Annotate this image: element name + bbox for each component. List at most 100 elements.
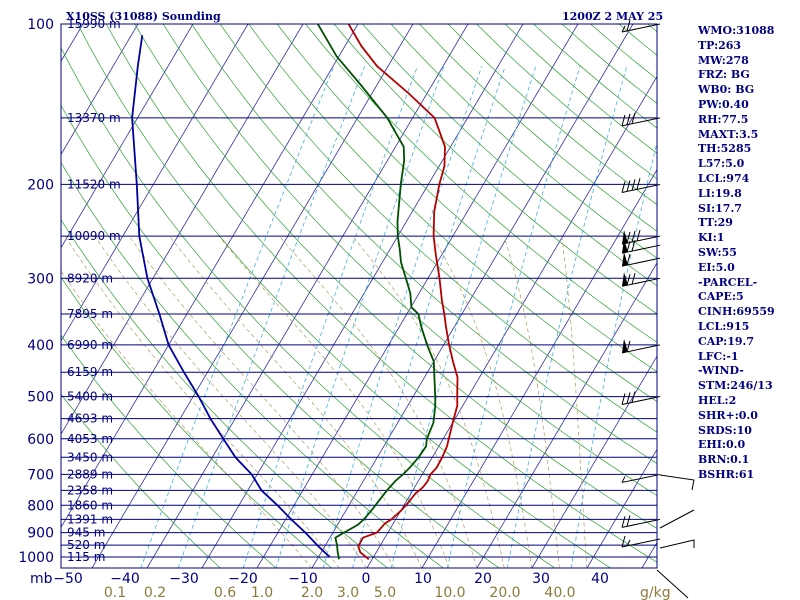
moist-adiabat (352, 235, 505, 568)
index-line: SHR+:0.0 (698, 408, 758, 422)
mixing-ratio-label: 1.0 (251, 585, 273, 600)
pressure-tick-label: 100 (27, 17, 54, 33)
dry-adiabat (276, 24, 657, 373)
dry-adiabat (61, 47, 556, 568)
index-line: BRN:0.1 (698, 453, 750, 467)
dry-adiabat (162, 24, 657, 497)
mixing-ratio-line (446, 66, 581, 568)
pressure-tick-label: 700 (27, 467, 54, 483)
temperature-tick-label: 0 (362, 571, 371, 587)
moist-adiabat (279, 235, 478, 568)
dry-adiabat (77, 24, 612, 568)
moist-adiabat (218, 235, 450, 568)
dry-adiabat (61, 334, 277, 568)
isotherm (91, 24, 414, 568)
isotherm (201, 24, 524, 568)
mixing-ratio-label: 3.0 (337, 585, 359, 600)
wind-barb (659, 509, 695, 529)
mixing-ratio-label: 0.2 (144, 585, 166, 600)
wind-barb (656, 569, 689, 599)
index-line: WB0: BG (698, 83, 755, 97)
moist-adiabat (169, 235, 423, 568)
isotherm (146, 24, 469, 568)
dry-adiabat (333, 24, 657, 315)
index-line: LCL:915 (698, 319, 750, 333)
wind-barb (621, 272, 661, 287)
isotherm (531, 355, 657, 568)
index-line: CAP:19.7 (698, 334, 755, 348)
pressure-tick-label: 600 (27, 432, 54, 448)
height-label: 3450 m (67, 450, 113, 464)
temperature-tick-label: −40 (110, 571, 140, 587)
profile-line (347, 24, 459, 560)
index-line: RH:77.5 (698, 112, 749, 126)
isotherm (421, 168, 657, 568)
mixing-ratio-label: 20.0 (489, 585, 520, 600)
pressure-tick-label: 1000 (18, 550, 54, 566)
profile-lines (131, 24, 459, 560)
index-line: SRDS:10 (698, 423, 752, 437)
isotherm (366, 75, 657, 568)
mixing-ratio-line (140, 66, 335, 568)
wind-barb (621, 239, 661, 254)
isotherm (586, 448, 657, 568)
height-label: 1860 m (67, 498, 113, 512)
temperature-tick-label: −30 (169, 571, 199, 587)
mixing-ratio-line (390, 66, 537, 568)
isotherm (61, 24, 139, 156)
height-label: 6159 m (67, 365, 113, 379)
mixing-ratio-line (570, 140, 657, 568)
background-grid (0, 24, 657, 568)
index-line: EI:5.0 (698, 260, 735, 274)
index-line: CAPE:5 (698, 290, 744, 304)
mixing-ratio-label: 40.0 (544, 585, 575, 600)
temperature-tick-label: 20 (474, 571, 492, 587)
height-label: 115 m (67, 550, 105, 564)
wind-barb (621, 535, 661, 548)
temperature-tick-label: 30 (532, 571, 550, 587)
pressure-tick-label: 200 (27, 177, 54, 193)
index-line: L57:5.0 (698, 157, 745, 171)
wind-barb (621, 178, 661, 193)
index-line: BSHR:61 (698, 467, 755, 481)
wind-barbs (621, 19, 695, 599)
index-line: TT:29 (698, 216, 733, 230)
index-line: -WIND- (698, 364, 744, 378)
dry-adiabat (248, 24, 657, 402)
pressure-tick-label: 800 (27, 498, 54, 514)
station-title: X10SS (31088) Sounding (66, 10, 221, 23)
temperature-tick-label: −10 (288, 571, 318, 587)
index-line: PW:0.40 (698, 97, 749, 111)
isotherm (0, 24, 28, 568)
dry-adiabat (219, 24, 657, 433)
index-line: SI:17.7 (698, 201, 742, 215)
index-line: EHI:0.0 (698, 438, 746, 452)
mixing-ratio-label: 2.0 (301, 585, 323, 600)
dry-adiabat (390, 24, 657, 259)
wind-barb (621, 112, 661, 127)
mixing-ratio-line (177, 66, 366, 568)
index-line: TP:263 (698, 38, 742, 52)
index-line: FRZ: BG (698, 68, 750, 82)
wind-barb (621, 252, 661, 267)
moist-adiabat (503, 235, 560, 568)
isotherm (61, 24, 249, 342)
height-label: 5400 m (67, 390, 113, 404)
height-label: 11520 m (67, 177, 121, 191)
time-label: 1200Z 2 MAY 25 (562, 10, 663, 23)
pressure-tick-label: 500 (27, 390, 54, 406)
isotherm (61, 24, 194, 249)
dry-adiabat (105, 24, 657, 563)
wind-barb (621, 338, 661, 354)
wind-barb (621, 19, 661, 33)
dry-adiabat (61, 104, 500, 568)
index-line: LCL:974 (698, 171, 750, 185)
profile-line (317, 24, 437, 560)
mixing-ratio-label: 10.0 (434, 585, 465, 600)
mixing-ratio-label: 0.1 (104, 585, 126, 600)
mixing-ratio-line (506, 66, 628, 568)
dry-adiabat (61, 276, 333, 568)
index-line: KI:1 (698, 231, 725, 245)
